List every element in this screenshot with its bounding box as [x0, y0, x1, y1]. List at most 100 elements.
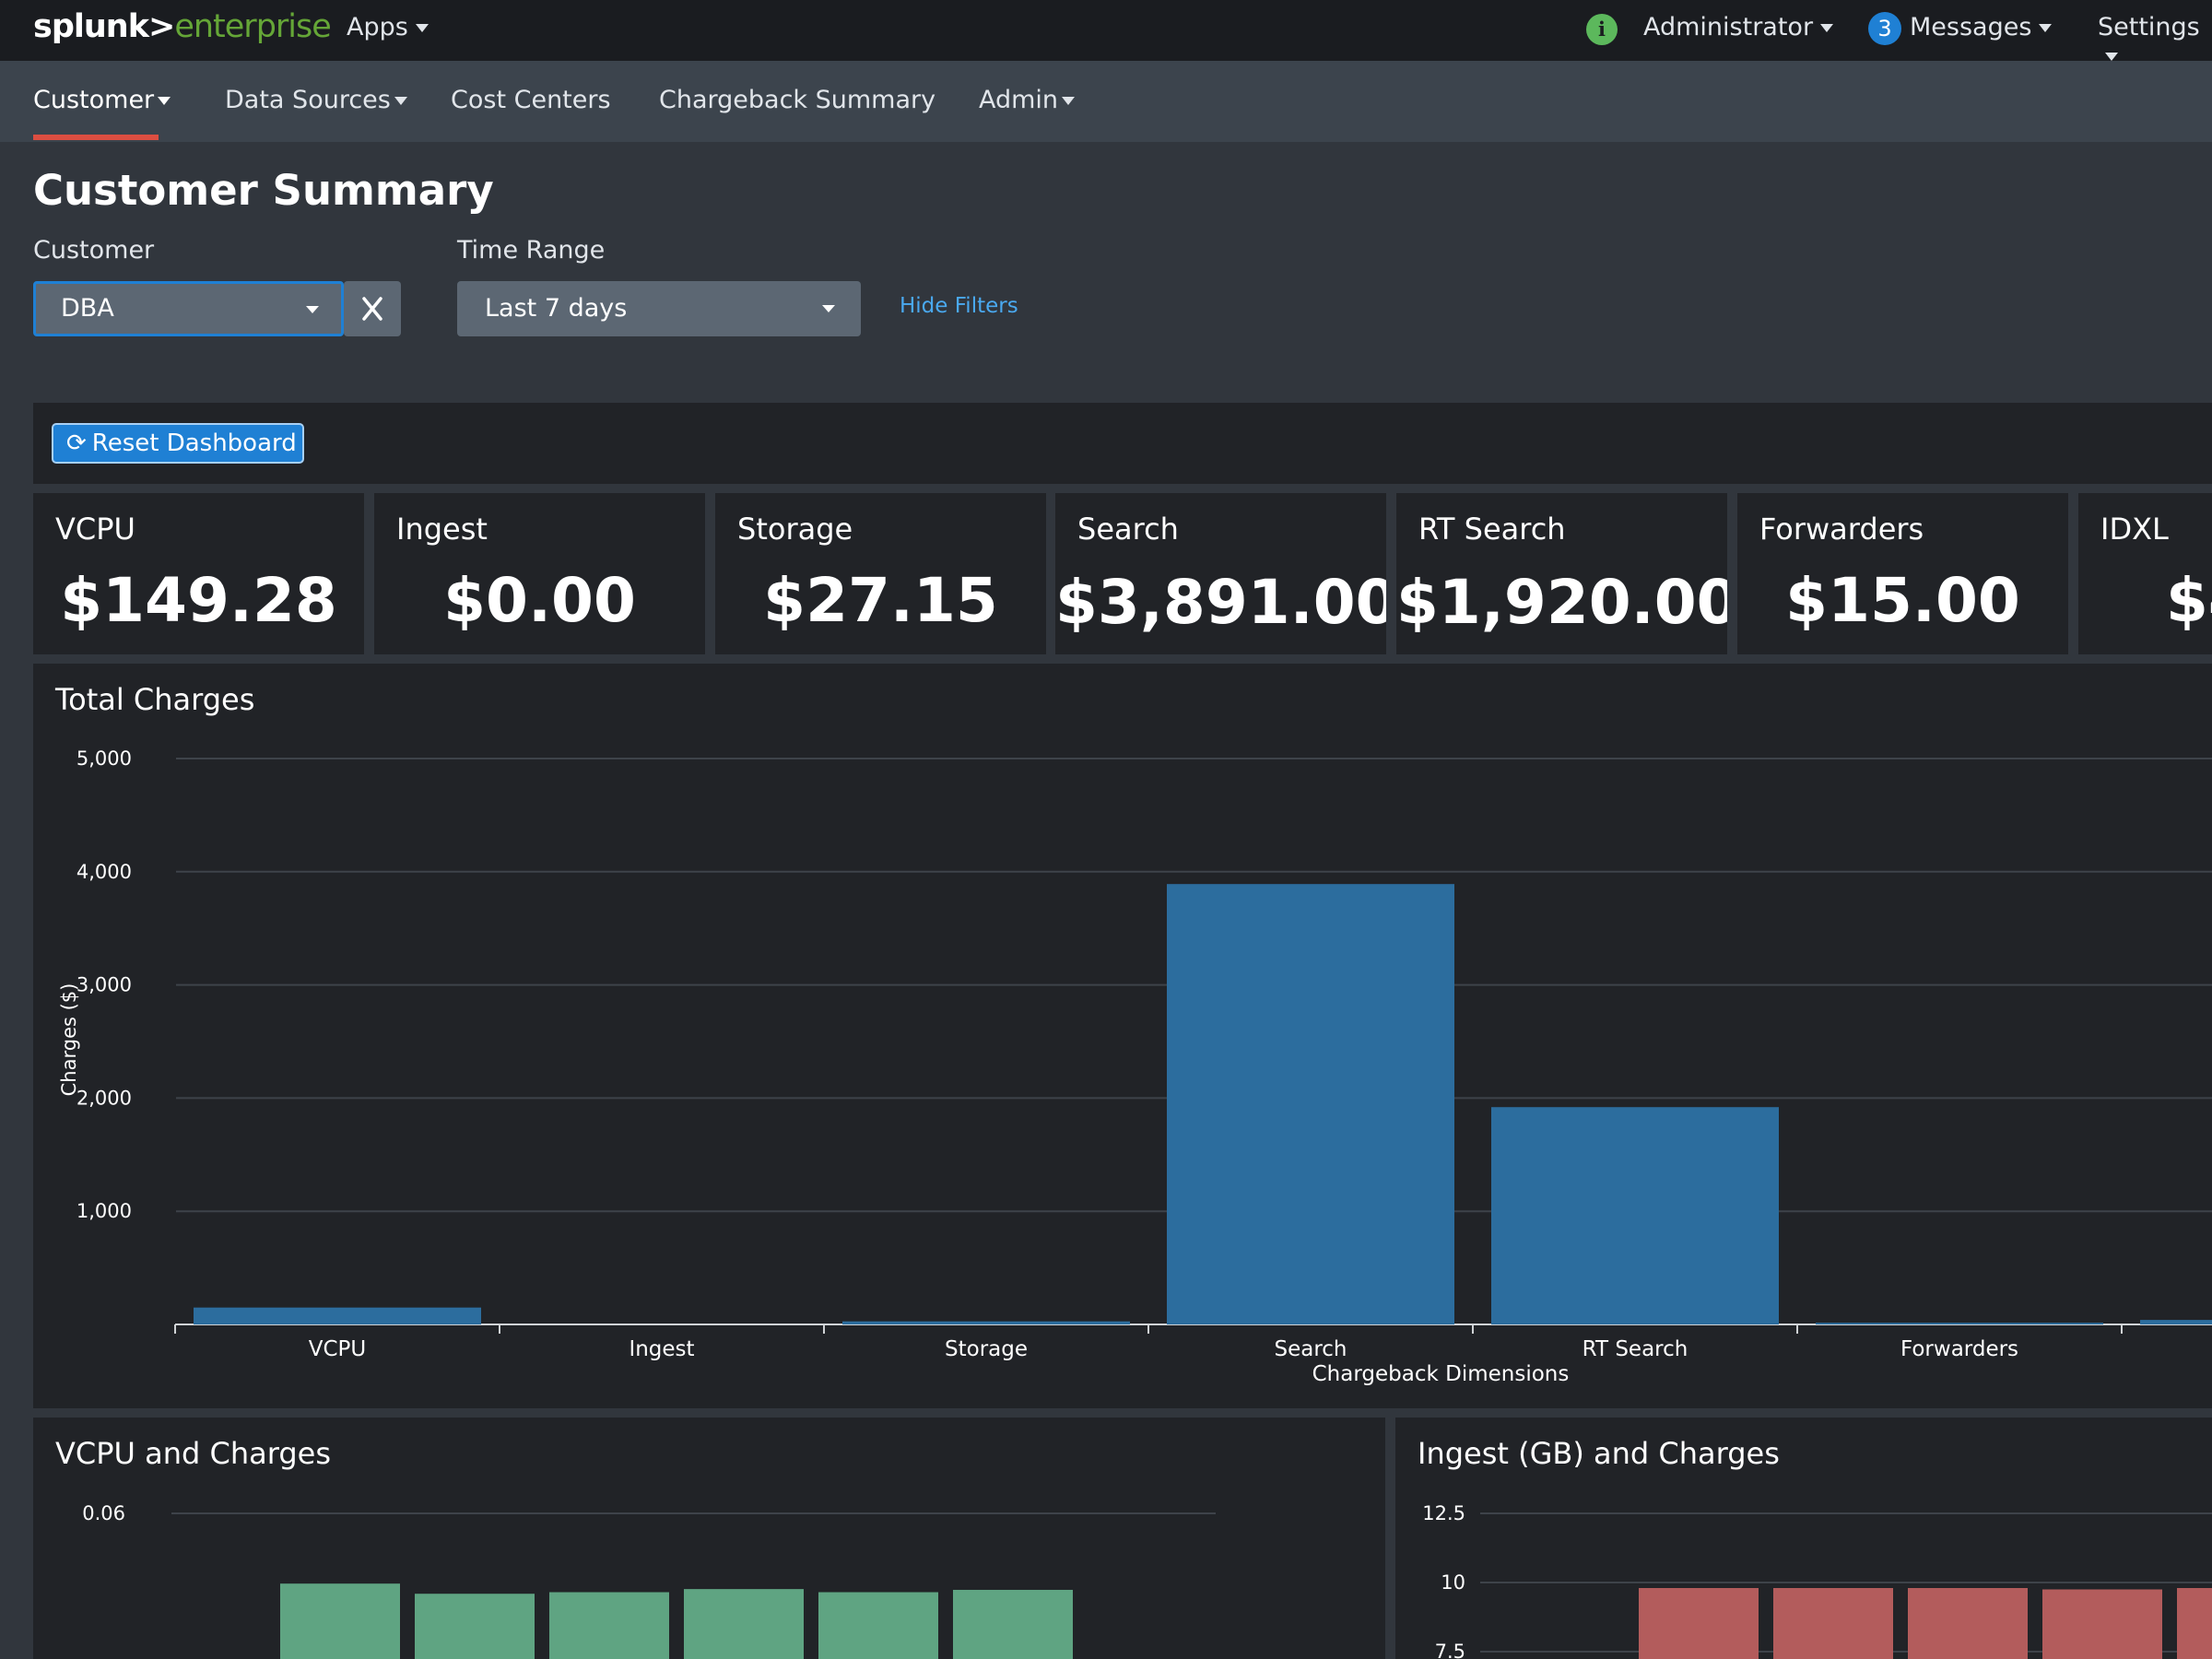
caret-down-icon — [1062, 97, 1076, 105]
stat-title: RT Search — [1418, 512, 1566, 547]
top-bar: splunk>enterprise Apps i Administrator 3… — [0, 0, 2212, 61]
hide-filters-link[interactable]: Hide Filters — [900, 294, 1018, 318]
total-charges-panel: Total Charges Charges ($) Chargeback Dim… — [33, 664, 2212, 1408]
total-charges-chart: Charges ($) Chargeback Dimensions 5,000 4… — [58, 747, 2212, 1386]
caret-down-icon — [1820, 24, 1834, 32]
app-nav-bar: Customer Data Sources Cost Centers Charg… — [0, 61, 2212, 142]
bar-rt-search — [1491, 1107, 1779, 1324]
nav-item-label: Customer — [33, 86, 155, 114]
stat-value: $15.00 — [1785, 565, 2020, 636]
bar — [415, 1594, 535, 1659]
bar — [953, 1589, 1073, 1659]
settings-menu-label: Settings — [2098, 13, 2200, 41]
chart-title: Total Charges — [55, 682, 255, 717]
close-icon — [362, 297, 382, 321]
bar-forwarders — [1816, 1323, 2103, 1324]
messages-menu-label: Messages — [1910, 13, 2032, 41]
bar — [2177, 1588, 2212, 1659]
info-icon: i — [1586, 14, 1618, 45]
reset-panel — [33, 403, 2212, 484]
x-tick-label: Forwarders — [1900, 1337, 2018, 1361]
splunk-logo[interactable]: splunk>enterprise — [33, 8, 332, 45]
ingest-charges-panel: Ingest (GB) and Charges 12.5 10 7.5 — [1395, 1418, 2212, 1659]
x-tick-label: Search — [1274, 1337, 1347, 1361]
stat-title: Storage — [737, 512, 853, 547]
x-tick-label: Storage — [945, 1337, 1028, 1361]
y-tick-label: 12.5 — [1422, 1502, 1465, 1524]
settings-menu[interactable]: Settings — [2098, 13, 2212, 70]
vcpu-charges-chart: 0.060.04 — [82, 1502, 1216, 1659]
stat-value: $4 — [2166, 565, 2212, 636]
caret-down-icon — [158, 97, 171, 105]
stat-panel-ingest: Ingest $0.00 — [374, 493, 705, 654]
bar — [1773, 1588, 1893, 1659]
bar — [280, 1583, 400, 1659]
bar-search — [1167, 884, 1454, 1324]
nav-item-label: Data Sources — [225, 86, 391, 114]
stat-title: IDXL — [2100, 512, 2169, 547]
nav-item-data-sources[interactable]: Data Sources — [225, 86, 407, 114]
caret-down-icon — [394, 97, 407, 105]
reset-dashboard-button[interactable]: ⟳ Reset Dashboard — [52, 423, 304, 464]
y-tick-label: 1,000 — [76, 1200, 132, 1222]
vcpu-charges-panel: VCPU and Charges 0.060.04 — [33, 1418, 1385, 1659]
stat-title: VCPU — [55, 512, 135, 547]
nav-item-chargeback-summary[interactable]: Chargeback Summary — [659, 86, 935, 114]
chevron-down-icon — [306, 306, 319, 313]
customer-filter-label: Customer — [33, 236, 155, 265]
caret-down-icon — [2105, 53, 2118, 61]
x-tick-label: RT Search — [1583, 1337, 1688, 1361]
reset-dashboard-label: Reset Dashboard — [91, 429, 297, 457]
apps-menu-label: Apps — [347, 13, 408, 41]
stat-panel-search: Search $3,891.00 — [1055, 493, 1386, 654]
x-tick-label: Ingest — [629, 1337, 694, 1361]
bar-storage — [842, 1321, 1130, 1324]
caret-down-icon — [2039, 24, 2053, 32]
bar — [2042, 1589, 2162, 1659]
user-menu[interactable]: Administrator — [1643, 13, 1834, 41]
bar-partial-next — [2140, 1320, 2212, 1324]
bar — [549, 1592, 669, 1659]
stat-panel-vcpu: VCPU $149.28 — [33, 493, 364, 654]
bar — [1639, 1588, 1759, 1659]
chevron-down-icon — [822, 305, 835, 312]
stat-title: Forwarders — [1759, 512, 1924, 547]
bar-vcpu — [194, 1307, 481, 1324]
customer-select-value: DBA — [61, 294, 114, 323]
stat-title: Ingest — [396, 512, 488, 547]
time-range-filter-label: Time Range — [457, 236, 606, 265]
messages-count-badge[interactable]: 3 — [1868, 12, 1901, 45]
stat-panel-forwarders: Forwarders $15.00 — [1737, 493, 2068, 654]
messages-menu[interactable]: Messages — [1910, 13, 2053, 41]
y-axis-label: Charges ($) — [58, 983, 80, 1097]
nav-item-label: Cost Centers — [451, 86, 611, 114]
y-tick-label: 0.06 — [82, 1502, 125, 1524]
nav-item-admin[interactable]: Admin — [979, 86, 1076, 114]
x-tick-label: VCPU — [309, 1337, 367, 1361]
clear-customer-button[interactable] — [344, 281, 401, 336]
stat-panel-rt-search: RT Search $1,920.00 — [1396, 493, 1727, 654]
bar — [684, 1589, 804, 1659]
y-tick-label: 5,000 — [76, 747, 132, 770]
stat-title: Search — [1077, 512, 1179, 547]
logo-text-splunk: splunk> — [33, 8, 175, 45]
bar — [1908, 1588, 2028, 1659]
bar — [818, 1592, 938, 1659]
refresh-icon: ⟳ — [66, 429, 87, 457]
customer-select[interactable]: DBA — [33, 281, 344, 336]
y-tick-label: 3,000 — [76, 974, 132, 996]
chart-title: VCPU and Charges — [55, 1436, 331, 1471]
nav-item-label: Admin — [979, 86, 1059, 114]
stat-value: $149.28 — [60, 565, 337, 636]
stat-panel-idxl: IDXL $4 — [2078, 493, 2212, 654]
active-tab-indicator — [33, 135, 159, 140]
nav-item-customer[interactable]: Customer — [33, 86, 171, 114]
nav-item-cost-centers[interactable]: Cost Centers — [451, 86, 611, 114]
apps-menu[interactable]: Apps — [347, 13, 429, 41]
stat-panel-storage: Storage $27.15 — [715, 493, 1046, 654]
y-tick-label: 10 — [1441, 1571, 1465, 1594]
x-axis-label: Chargeback Dimensions — [1312, 1362, 1570, 1386]
time-range-select[interactable]: Last 7 days — [457, 281, 861, 336]
stat-value: $0.00 — [443, 565, 636, 636]
caret-down-icon — [415, 24, 429, 32]
